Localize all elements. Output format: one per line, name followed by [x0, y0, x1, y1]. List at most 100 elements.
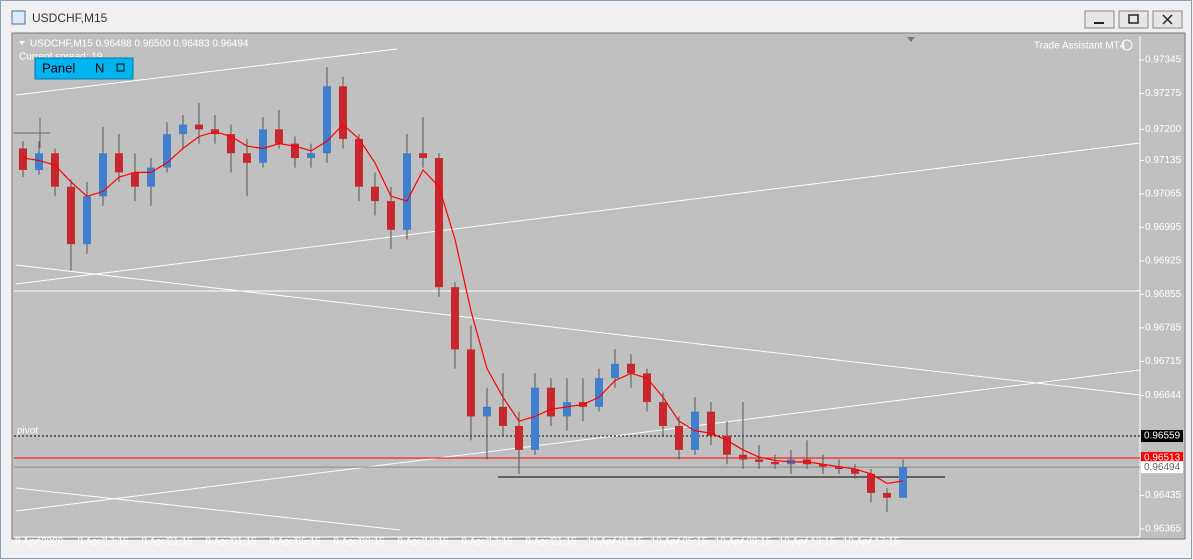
x-tick-label: 9 Apr 01:15 [205, 537, 257, 548]
window-icon [11, 10, 26, 25]
trend-line [15, 487, 401, 531]
candle-body [531, 387, 539, 450]
x-tick-label: 9 Apr 13:15 [397, 537, 449, 548]
candle-body [899, 467, 907, 498]
x-tick-label: 10 Apr 01:15 [587, 537, 644, 548]
price-label-box [1141, 452, 1183, 465]
candle-body [739, 454, 747, 460]
pivot-label: pivot [17, 426, 38, 437]
candle-body [707, 411, 715, 436]
candle-body [435, 158, 443, 288]
x-tick-label: 10 Apr 13:15 [779, 537, 836, 548]
candle-body [371, 186, 379, 202]
spread-label: Current spread: 19 [19, 52, 103, 63]
window-buttons[interactable] [1084, 10, 1183, 29]
panel-widget[interactable]: Panel N [34, 57, 134, 80]
candle-body [163, 134, 171, 168]
trend-line [15, 142, 1141, 285]
candle-body [355, 138, 363, 187]
candle-body [307, 153, 315, 159]
candle-body [883, 492, 891, 498]
candle-body [547, 387, 555, 417]
price-label-box [1141, 430, 1183, 443]
candle-body [99, 153, 107, 197]
candle-body [563, 402, 571, 417]
candle-body [291, 143, 299, 159]
x-tick-label: 10 Apr 09:15 [715, 537, 772, 548]
x-tick-label: 8 Apr 21:15 [141, 537, 193, 548]
y-tick-label: 0.96995 [1145, 222, 1182, 233]
candle-body [83, 196, 91, 245]
candle-body [611, 363, 619, 379]
price-label: 0.96559 [1144, 431, 1181, 442]
candle-body [515, 425, 523, 450]
y-tick-label: 0.97135 [1145, 155, 1182, 166]
candle-body [51, 153, 59, 187]
candle-body [419, 153, 427, 159]
candle-body [483, 406, 491, 417]
candle-body [131, 172, 139, 187]
panel-button[interactable]: N [95, 60, 104, 75]
candle-body [387, 201, 395, 230]
candle-body [195, 124, 203, 130]
x-tick-label: 9 Apr 17:15 [461, 537, 513, 548]
panel-maximize[interactable] [116, 63, 125, 72]
smiley-icon [1121, 39, 1133, 51]
y-tick-label: 0.97275 [1145, 88, 1182, 99]
candle-body [595, 378, 603, 407]
candle-body [499, 406, 507, 426]
candle-body [723, 435, 731, 455]
candle-body [227, 134, 235, 154]
candle-body [243, 153, 251, 163]
candle-body [275, 129, 283, 144]
candle-body [467, 349, 475, 417]
x-tick-label: 10 Apr 17:15 [843, 537, 900, 548]
trend-line [15, 369, 1141, 512]
y-tick-label: 0.96644 [1145, 390, 1182, 401]
candle-body [179, 124, 187, 135]
panel-box[interactable] [34, 57, 134, 80]
x-tick-label: 8 Apr 17:15 [77, 537, 129, 548]
y-tick-label: 0.96785 [1145, 323, 1182, 334]
price-label: 0.96494 [1144, 462, 1181, 473]
restore-button[interactable] [1118, 10, 1149, 29]
candle-body [659, 402, 667, 426]
y-tick-label: 0.97200 [1145, 124, 1182, 135]
x-tick-label: 9 Apr 05:15 [269, 537, 321, 548]
candle-body [867, 473, 875, 493]
header-arrow [19, 41, 25, 45]
candle-body [19, 148, 27, 170]
candle-body [643, 373, 651, 403]
y-tick-label: 0.96435 [1145, 490, 1182, 501]
panel-title: Panel [42, 60, 75, 75]
candle-body [675, 425, 683, 450]
candle-body [451, 287, 459, 350]
minimize-button[interactable] [1084, 10, 1115, 29]
x-tick-label: 8 Apr 2020 [15, 537, 64, 548]
restore-icon [1128, 14, 1139, 24]
candle-body [339, 86, 347, 139]
price-label: 0.96513 [1144, 453, 1181, 464]
x-tick-label: 10 Apr 05:15 [651, 537, 708, 548]
candle-body [851, 469, 859, 474]
candle-body [819, 464, 827, 467]
close-icon [1162, 14, 1173, 25]
x-tick-label: 9 Apr 21:15 [525, 537, 577, 548]
trend-line [15, 48, 398, 96]
candle-body [403, 153, 411, 230]
shift-marker [907, 37, 915, 42]
y-tick-label: 0.96925 [1145, 256, 1182, 267]
drawn-objects [14, 48, 1141, 531]
candle-body [115, 153, 123, 173]
candle-body [835, 466, 843, 470]
candle-body [67, 186, 75, 245]
candle-body [627, 363, 635, 374]
window-title: USDCHF,M15 [32, 11, 108, 25]
chart-area [11, 32, 1186, 540]
moving-average [22, 123, 904, 485]
x-tick-label: 9 Apr 09:15 [333, 537, 385, 548]
y-tick-label: 0.96855 [1145, 289, 1182, 300]
